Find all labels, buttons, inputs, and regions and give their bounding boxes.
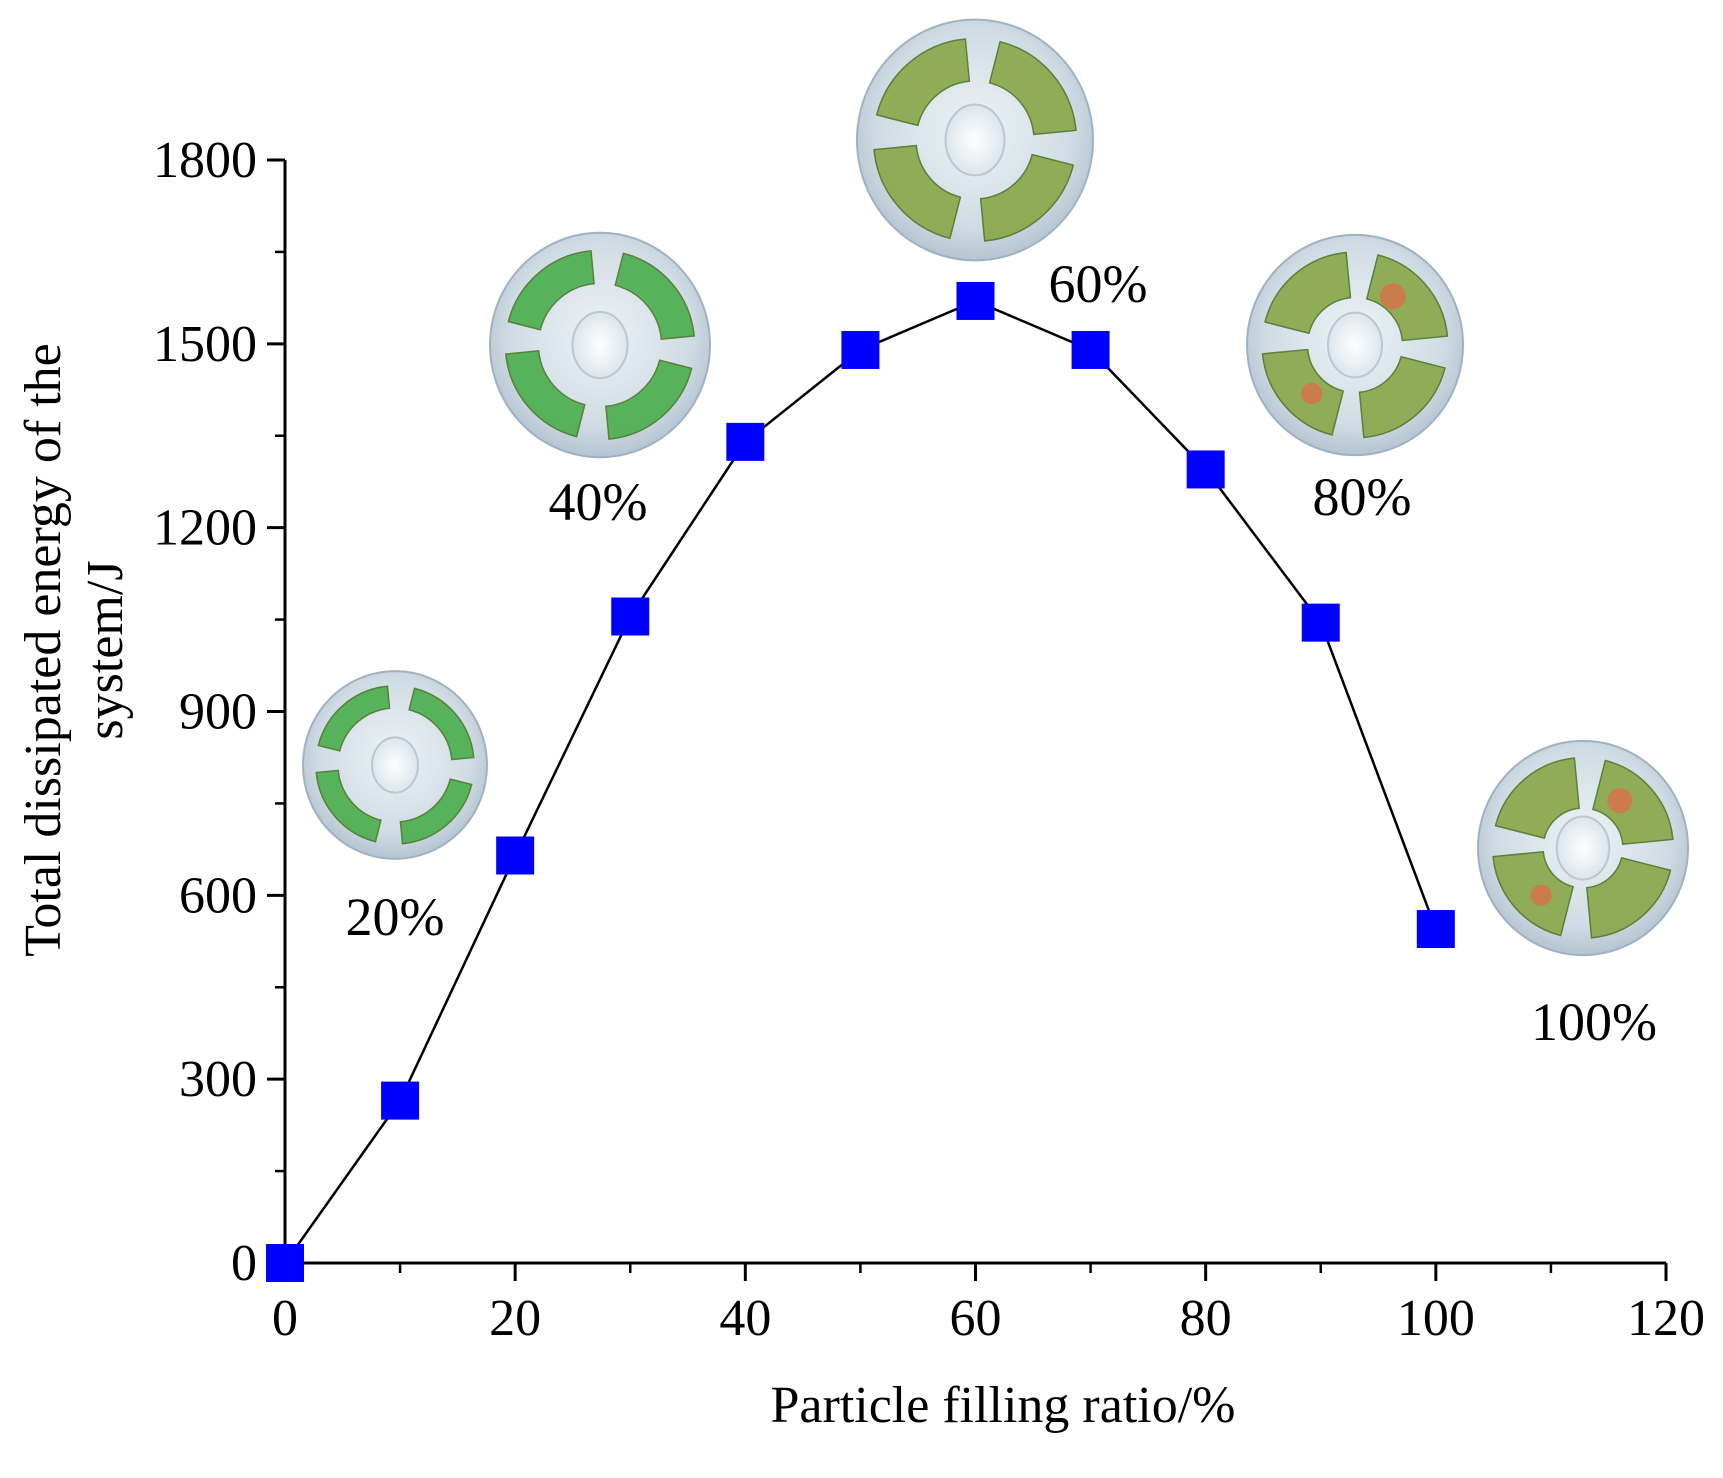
x-tick-label: 100	[1397, 1290, 1475, 1347]
y-tick-label: 300	[179, 1051, 257, 1108]
y-axis-title-line2: system/J	[77, 560, 134, 739]
x-axis-title: Particle filling ratio/%	[771, 1377, 1236, 1434]
annotation-labels: 20% 40% 60% 80% 100%	[346, 254, 1657, 1052]
x-tick-label: 20	[489, 1290, 541, 1347]
fill-ratio-label: 80%	[1313, 467, 1412, 527]
drum-illustration-icon	[1246, 233, 1464, 457]
data-point	[1416, 910, 1455, 949]
y-tick-label: 0	[231, 1235, 257, 1292]
fill-ratio-label: 40%	[549, 472, 648, 532]
x-tick-label: 0	[272, 1290, 298, 1347]
drum-illustration-icon	[856, 18, 1094, 262]
drum-illustration-icon	[489, 231, 711, 459]
x-tick-label: 80	[1180, 1290, 1232, 1347]
data-point	[1071, 330, 1110, 369]
series-markers	[266, 281, 1455, 1282]
fill-ratio-label: 20%	[346, 887, 445, 947]
y-ticks: 0 300 600 900 1200 1500 1800	[153, 132, 285, 1292]
y-tick-label: 1500	[153, 316, 257, 373]
fill-ratio-label: 100%	[1531, 992, 1657, 1052]
data-point	[611, 597, 650, 636]
y-tick-label: 1800	[153, 132, 257, 189]
x-tick-label: 40	[719, 1290, 771, 1347]
drum-illustration-icon	[302, 670, 488, 860]
x-ticks: 0 20 40 60 80 100 120	[272, 1263, 1705, 1347]
drum-illustrations	[302, 18, 1689, 957]
data-point	[726, 422, 765, 461]
data-point	[381, 1081, 420, 1120]
y-axis-title-line1: Total dissipated energy of the	[15, 343, 72, 956]
x-tick-label: 60	[950, 1290, 1002, 1347]
x-tick-label: 120	[1627, 1290, 1705, 1347]
y-tick-label: 1200	[153, 500, 257, 557]
axes: 0 20 40 60 80 100 120 0 300 600 900 1200 1500 1800	[153, 132, 1705, 1347]
drum-illustration-icon	[1477, 739, 1689, 957]
y-tick-label: 600	[179, 867, 257, 924]
data-point	[1186, 450, 1225, 489]
data-point	[841, 330, 880, 369]
data-point	[266, 1244, 304, 1282]
y-tick-label: 900	[179, 684, 257, 741]
data-point	[1301, 603, 1340, 642]
fill-ratio-label: 60%	[1049, 254, 1148, 314]
data-point	[496, 836, 535, 875]
data-point	[956, 281, 995, 320]
